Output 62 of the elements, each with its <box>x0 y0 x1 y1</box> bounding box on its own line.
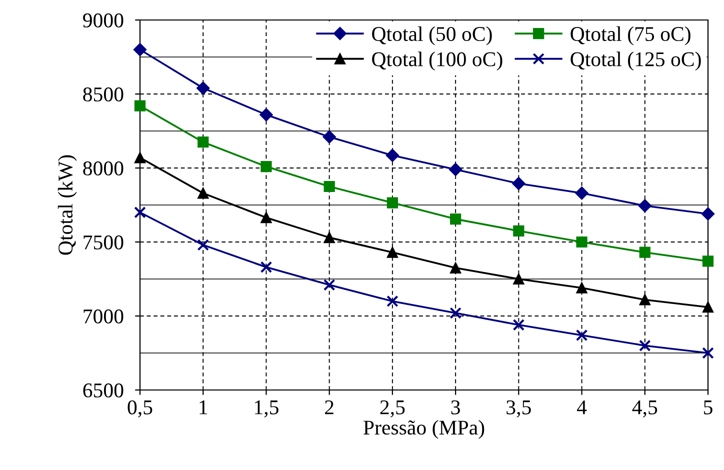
x-tick-label: 1,5 <box>255 400 278 418</box>
point <box>322 130 336 144</box>
point <box>260 160 272 172</box>
x-tick-label: 4,5 <box>632 400 658 418</box>
point <box>324 180 335 192</box>
point <box>450 307 462 319</box>
legend-label: Qtotal (100 oC) <box>372 52 502 71</box>
x-axis-title: Pressão (MPa) <box>364 420 484 439</box>
legend-label: Qtotal (125 oC) <box>570 52 701 71</box>
point <box>702 302 714 313</box>
point <box>576 282 588 294</box>
point <box>386 197 398 208</box>
point <box>133 43 147 56</box>
point <box>260 108 273 122</box>
point <box>386 246 398 258</box>
legend-label: Qtotal (75 oC) <box>570 26 690 46</box>
point <box>513 273 524 285</box>
point <box>448 162 462 176</box>
point <box>450 262 462 274</box>
point <box>512 176 526 190</box>
point <box>450 214 462 225</box>
y-axis-title: Qtotal (kW) <box>58 155 77 255</box>
point <box>386 295 398 308</box>
point <box>639 294 650 306</box>
point <box>198 188 209 199</box>
point <box>196 81 210 95</box>
point <box>260 212 272 224</box>
point <box>638 199 652 212</box>
y-tick-label: 7500 <box>84 235 124 250</box>
x-tick-label: 4 <box>576 400 587 414</box>
y-tick-label: 6500 <box>83 383 124 398</box>
point <box>134 206 146 218</box>
point <box>260 261 272 274</box>
point <box>702 347 714 359</box>
point <box>386 148 400 162</box>
legend-label: Qtotal (50 oC) <box>372 26 492 46</box>
x-tick-label: 5 <box>704 400 712 414</box>
point <box>638 340 651 352</box>
point <box>576 329 588 342</box>
x-tick-label: 3 <box>451 400 460 414</box>
point <box>639 246 650 258</box>
point <box>702 256 714 267</box>
point <box>576 236 588 248</box>
x-tick-label: 1 <box>200 400 208 414</box>
y-tick-label: 8500 <box>83 87 124 102</box>
point <box>134 152 146 164</box>
x-tick-label: 3,5 <box>506 400 531 418</box>
point <box>701 207 715 220</box>
y-tick-label: 7000 <box>84 309 124 324</box>
point <box>197 239 210 251</box>
point <box>324 232 335 244</box>
y-tick-label: 8000 <box>83 161 124 176</box>
point <box>198 136 209 148</box>
point <box>134 100 146 112</box>
x-tick-label: 0,5 <box>128 400 152 418</box>
x-tick-label: 2 <box>325 400 334 414</box>
y-tick-label: 9000 <box>83 13 124 28</box>
point <box>575 186 588 200</box>
point <box>323 279 336 291</box>
point <box>513 225 524 236</box>
point <box>512 318 525 331</box>
x-tick-label: 2,5 <box>380 400 405 418</box>
